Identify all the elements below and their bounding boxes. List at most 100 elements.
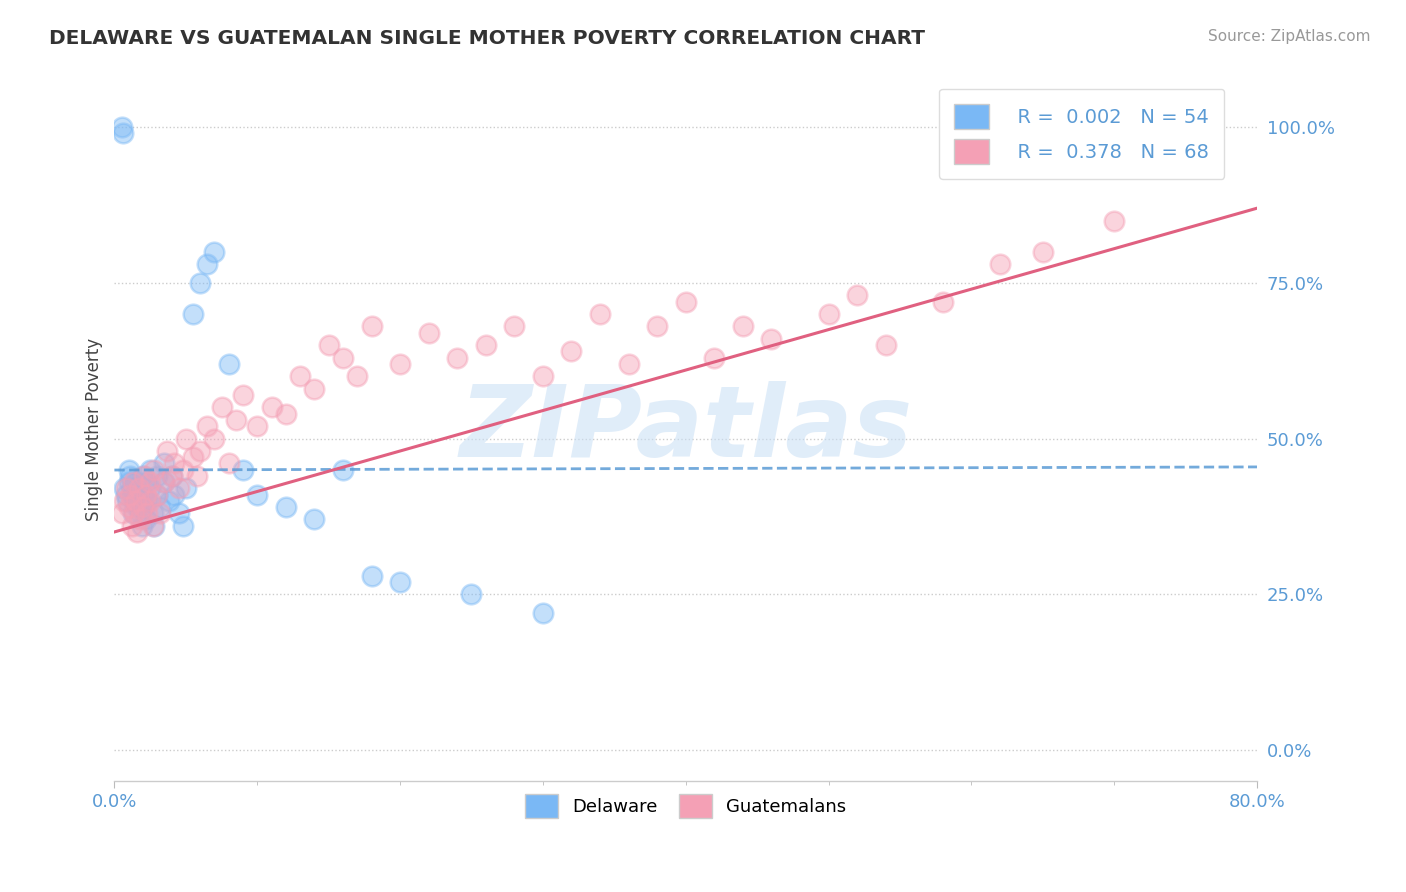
Point — [195, 419, 218, 434]
Point — [122, 487, 145, 501]
Point — [139, 463, 162, 477]
Point — [304, 382, 326, 396]
Point — [172, 518, 194, 533]
Point — [128, 481, 150, 495]
Point — [118, 475, 141, 490]
Point — [139, 493, 162, 508]
Point — [318, 338, 340, 352]
Point — [645, 319, 668, 334]
Point — [110, 120, 132, 135]
Point — [218, 357, 240, 371]
Point — [617, 357, 640, 371]
Point — [181, 450, 204, 465]
Point — [122, 475, 145, 490]
Point — [346, 369, 368, 384]
Point — [932, 294, 955, 309]
Point — [274, 407, 297, 421]
Point — [143, 518, 166, 533]
Point — [157, 493, 180, 508]
Point — [167, 506, 190, 520]
Point — [560, 344, 582, 359]
Point — [503, 319, 526, 334]
Point — [135, 512, 157, 526]
Point — [288, 369, 311, 384]
Point — [124, 506, 146, 520]
Point — [332, 351, 354, 365]
Point — [115, 487, 138, 501]
Point — [246, 419, 269, 434]
Point — [167, 481, 190, 495]
Point — [146, 469, 169, 483]
Point — [817, 307, 839, 321]
Point — [134, 469, 156, 483]
Legend: Delaware, Guatemalans: Delaware, Guatemalans — [517, 787, 853, 825]
Point — [129, 481, 152, 495]
Point — [202, 244, 225, 259]
Point — [135, 475, 157, 490]
Point — [174, 432, 197, 446]
Point — [146, 487, 169, 501]
Point — [246, 487, 269, 501]
Point — [156, 444, 179, 458]
Point — [153, 475, 176, 490]
Point — [163, 457, 186, 471]
Point — [129, 506, 152, 520]
Point — [129, 512, 152, 526]
Point — [188, 276, 211, 290]
Point — [188, 444, 211, 458]
Point — [153, 457, 176, 471]
Point — [146, 487, 169, 501]
Point — [531, 606, 554, 620]
Point — [389, 574, 412, 589]
Point — [988, 257, 1011, 271]
Point — [731, 319, 754, 334]
Point — [112, 493, 135, 508]
Point — [225, 413, 247, 427]
Point — [163, 487, 186, 501]
Y-axis label: Single Mother Poverty: Single Mother Poverty — [86, 338, 103, 521]
Point — [127, 500, 149, 514]
Point — [142, 506, 165, 520]
Point — [120, 469, 142, 483]
Point — [139, 475, 162, 490]
Point — [121, 518, 143, 533]
Point — [875, 338, 897, 352]
Point — [127, 524, 149, 539]
Point — [132, 487, 155, 501]
Point — [260, 401, 283, 415]
Point — [132, 500, 155, 514]
Point — [703, 351, 725, 365]
Point — [135, 487, 157, 501]
Point — [1032, 244, 1054, 259]
Point — [160, 469, 183, 483]
Point — [202, 432, 225, 446]
Point — [474, 338, 496, 352]
Point — [136, 493, 159, 508]
Point — [589, 307, 612, 321]
Point — [118, 463, 141, 477]
Point — [117, 493, 139, 508]
Point — [128, 493, 150, 508]
Point — [132, 469, 155, 483]
Point — [389, 357, 412, 371]
Point — [195, 257, 218, 271]
Text: DELAWARE VS GUATEMALAN SINGLE MOTHER POVERTY CORRELATION CHART: DELAWARE VS GUATEMALAN SINGLE MOTHER POV… — [49, 29, 925, 47]
Text: ZIPatlas: ZIPatlas — [460, 381, 912, 478]
Point — [232, 463, 254, 477]
Point — [360, 568, 382, 582]
Point — [125, 493, 148, 508]
Point — [446, 351, 468, 365]
Point — [274, 500, 297, 514]
Point — [174, 481, 197, 495]
Point — [1102, 213, 1125, 227]
Point — [181, 307, 204, 321]
Point — [110, 506, 132, 520]
Point — [232, 388, 254, 402]
Point — [149, 506, 172, 520]
Point — [122, 506, 145, 520]
Point — [142, 518, 165, 533]
Point — [149, 500, 172, 514]
Point — [136, 506, 159, 520]
Text: Source: ZipAtlas.com: Source: ZipAtlas.com — [1208, 29, 1371, 44]
Point — [115, 481, 138, 495]
